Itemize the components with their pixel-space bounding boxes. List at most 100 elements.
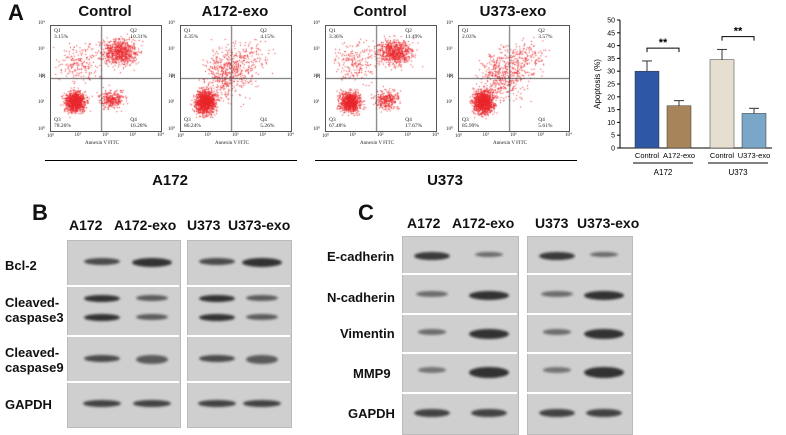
quadrant-q3-label: Q3 78.26% [54, 117, 71, 129]
quadrant-q3-label: Q3 85.99% [462, 117, 479, 129]
quadrant-q2-label: Q2 4.15% [260, 28, 275, 40]
blot-band [135, 295, 169, 301]
flow-x-axis-label: Annexin V FITC [85, 141, 119, 146]
flow-y-tick: 10² [38, 73, 45, 79]
flow-x-axis-label: Annexin V FITC [215, 141, 249, 146]
blot-row-separator [187, 335, 290, 337]
flow-y-tick: 10¹ [168, 99, 175, 105]
wb-c-row-e-cadherin: E-cadherin [327, 249, 395, 264]
blot-band [584, 367, 624, 378]
blot-band [417, 367, 447, 373]
blot-membrane [67, 240, 181, 428]
blot-band [469, 291, 509, 300]
blot-band [245, 295, 279, 301]
y-tick-label: 30 [607, 69, 615, 76]
bar [634, 70, 660, 149]
blot-row-separator [67, 335, 179, 337]
y-tick-label: 40 [607, 43, 615, 50]
flow-x-tick: 10⁰ [455, 134, 463, 139]
wb-c-row-mmp9: MMP9 [353, 366, 391, 381]
y-tick-label: 20 [607, 94, 615, 101]
flow-x-tick: 10¹ [74, 133, 82, 138]
wb-c-col-u373-exo: U373-exo [577, 215, 640, 231]
wb-b-col-u373-exo: U373-exo [228, 217, 291, 233]
blot-band [469, 329, 509, 339]
bar [709, 59, 735, 149]
quadrant-q2-label: Q2 11.49% [405, 28, 422, 40]
flow-x-tick: 10⁰ [177, 134, 185, 139]
wb-b-row-cleaved-caspase9: Cleaved- caspase9 [5, 345, 64, 375]
flow-x-tick: 10³ [404, 133, 412, 138]
quadrant-q4-label: Q4 5.61% [538, 117, 553, 129]
wb-c-row-n-cadherin: N-cadherin [327, 290, 395, 305]
blot-row-separator [67, 381, 179, 383]
quadrant-q3-label: Q3 67.48% [329, 117, 346, 129]
y-tick-label: 25 [607, 82, 615, 89]
blot-membrane [187, 240, 292, 428]
wb-b-row-bcl2: Bcl-2 [5, 258, 37, 273]
flow-y-tick: 10⁰ [38, 127, 46, 132]
blot-band [584, 291, 624, 300]
quadrant-q4-label: Q4 16.28% [130, 117, 148, 129]
flow-scatter-plot: Q1 2.03% Q2 3.57% Q3 85.99% Q4 5.61% [458, 25, 570, 132]
blot-band [199, 355, 235, 362]
blot-row-separator [402, 392, 517, 394]
blot-band [135, 355, 169, 364]
flow-y-tick: 10¹ [446, 99, 453, 105]
blot-row-separator [402, 313, 517, 315]
quadrant-q4-label: Q4 17.67% [405, 117, 423, 129]
blot-band [243, 400, 281, 407]
flow-x-tick: 10² [102, 133, 109, 138]
quadrant-q1-label: Q1 4.35% [184, 28, 199, 40]
flow-y-tick: 10³ [38, 47, 45, 53]
group-label: U373 [728, 168, 748, 177]
blot-band [135, 314, 169, 320]
y-tick-label: 50 [607, 18, 615, 25]
blot-row-separator [527, 352, 631, 354]
flow-x-tick: 10¹ [482, 133, 490, 138]
y-tick-label: 15 [607, 107, 615, 114]
significance-bracket [721, 36, 755, 41]
blot-band [417, 329, 447, 335]
quadrant-q1-label: Q1 2.03% [462, 28, 477, 40]
wb-c-row-vimentin: Vimentin [340, 326, 395, 341]
blot-band [584, 329, 624, 339]
flow-y-axis-label: PI [449, 74, 454, 80]
blot-band [199, 295, 235, 302]
blot-band [132, 258, 172, 267]
wb-c-row-gapdh: GAPDH [348, 406, 395, 421]
flow-x-tick: 10³ [129, 133, 137, 138]
flow-x-axis-label: Annexin V FITC [360, 141, 394, 146]
flow-y-tick: 10² [313, 73, 320, 79]
blot-band [589, 252, 619, 257]
wb-c-col-a172: A172 [407, 215, 441, 231]
blot-row-separator [527, 392, 631, 394]
quadrant-q1-label: Q1 3.15% [54, 28, 69, 40]
significance-marker: ** [734, 26, 743, 38]
blot-row-separator [402, 352, 517, 354]
flow-y-tick: 10³ [168, 47, 175, 53]
blot-band [415, 291, 449, 297]
flow-y-axis-label: PI [41, 74, 46, 80]
wb-b-col-u373: U373 [187, 217, 221, 233]
flow-y-tick: 10⁴ [313, 21, 320, 26]
blot-band [84, 314, 120, 321]
blot-band [542, 329, 572, 335]
flow-scatter-plot: Q1 3.36% Q2 11.49% Q3 67.48% Q4 17.67% [325, 25, 437, 132]
flow-x-axis-label: Annexin V FITC [493, 141, 527, 146]
blot-band [245, 355, 279, 364]
blot-band [542, 367, 572, 373]
blot-band [242, 258, 282, 267]
wb-c-col-a172-exo: A172-exo [452, 215, 515, 231]
y-tick-label: 5 [611, 133, 615, 140]
y-axis-label: Apoptosis (%) [593, 59, 602, 109]
flow-x-tick: 10⁴ [157, 133, 164, 138]
flow-x-tick: 10⁴ [565, 133, 572, 138]
quadrant-q4-label: Q4 5.26% [260, 117, 275, 129]
flow-scatter-plot: Q1 4.35% Q2 4.15% Q3 86.24% Q4 5.26% [180, 25, 292, 132]
group-label: A172 [654, 168, 673, 177]
flow-x-tick: 10¹ [204, 133, 212, 138]
flow-x-tick: 10⁰ [47, 134, 55, 139]
flow-x-tick: 10² [377, 133, 384, 138]
flow-y-tick: 10² [446, 73, 453, 79]
